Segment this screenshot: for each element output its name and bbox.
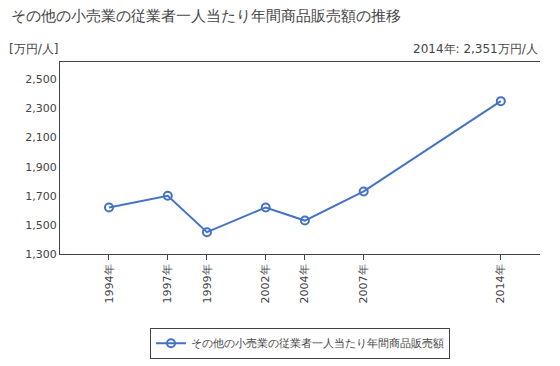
svg-text:2014年: 2014年 (494, 264, 507, 303)
svg-text:2,300: 2,300 (25, 102, 57, 115)
svg-text:1,900: 1,900 (25, 161, 57, 174)
svg-text:2004年: 2004年 (298, 264, 311, 303)
svg-text:その他の小売業の従業者一人当たり年間商品販売額: その他の小売業の従業者一人当たり年間商品販売額 (191, 337, 444, 350)
svg-text:1,300: 1,300 (25, 248, 57, 261)
svg-text:1999年: 1999年 (201, 264, 214, 303)
svg-text:1,500: 1,500 (25, 219, 57, 232)
svg-text:その他の小売業の従業者一人当たり年間商品販売額の推移: その他の小売業の従業者一人当たり年間商品販売額の推移 (11, 7, 401, 25)
svg-text:2002年: 2002年 (259, 264, 272, 303)
svg-text:2,100: 2,100 (25, 131, 57, 144)
svg-text:1997年: 1997年 (161, 264, 174, 303)
svg-text:2007年: 2007年 (357, 264, 370, 303)
svg-text:1,700: 1,700 (25, 190, 57, 203)
svg-text:[万円/人]: [万円/人] (9, 42, 58, 56)
svg-text:2,500: 2,500 (25, 73, 57, 86)
svg-text:2014年: 2,351万円/人: 2014年: 2,351万円/人 (413, 42, 538, 56)
svg-text:1994年: 1994年 (103, 264, 116, 303)
